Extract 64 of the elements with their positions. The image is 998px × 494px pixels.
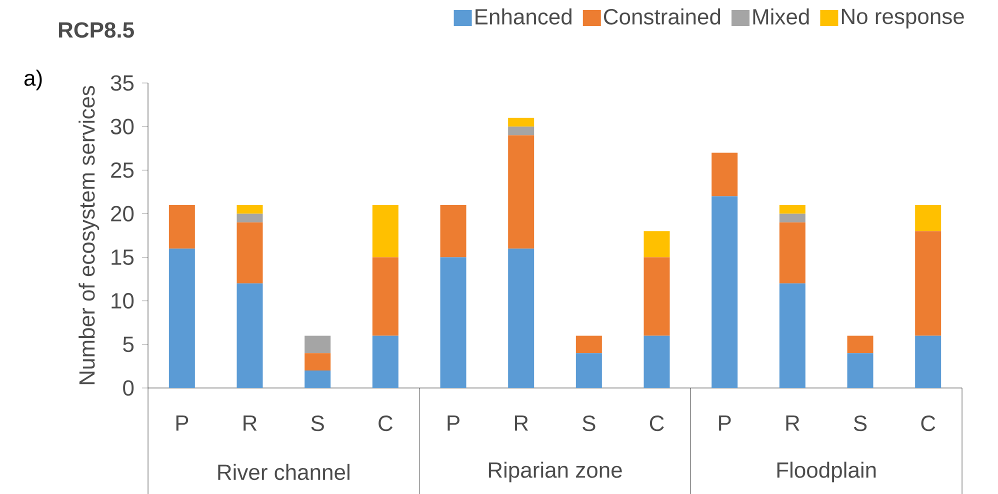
bar bbox=[779, 214, 806, 222]
bar bbox=[847, 353, 874, 388]
bar bbox=[508, 135, 534, 249]
legend-label: No response bbox=[842, 8, 964, 29]
x-tick-label: C bbox=[921, 416, 936, 432]
bar bbox=[304, 370, 331, 388]
text: Riparian zone bbox=[488, 462, 622, 482]
bar bbox=[915, 204, 942, 232]
bar bbox=[576, 353, 602, 388]
legend-label: Constrained bbox=[604, 8, 720, 25]
x-tick-label: S bbox=[854, 416, 867, 432]
bar bbox=[372, 257, 398, 336]
text: Floodplain bbox=[777, 462, 876, 482]
chart-title: RCP8.5 bbox=[59, 22, 134, 38]
bar bbox=[644, 336, 670, 388]
bar bbox=[236, 204, 263, 214]
x-tick-label: C bbox=[378, 416, 393, 432]
x-tick-label: R bbox=[244, 416, 257, 431]
legend-label: Enhanced bbox=[476, 8, 572, 25]
legend-label: Mixed bbox=[753, 8, 809, 25]
bar bbox=[304, 336, 331, 354]
bar bbox=[372, 336, 398, 388]
y-tick-label: 10 bbox=[112, 293, 134, 309]
bar bbox=[236, 222, 263, 284]
y-tick-label: 15 bbox=[112, 250, 134, 265]
bar bbox=[779, 283, 806, 388]
bar bbox=[712, 152, 738, 196]
x-tick-label: S bbox=[311, 416, 324, 432]
y-tick-label: 5 bbox=[123, 336, 134, 352]
y-tick-label: 35 bbox=[110, 75, 134, 91]
y-tick-label: 0 bbox=[123, 380, 134, 396]
x-tick-label: P bbox=[719, 416, 731, 431]
bar bbox=[508, 126, 534, 136]
bar bbox=[372, 204, 398, 258]
y-axis-title: Number of ecosystem services bbox=[78, 86, 100, 384]
bar bbox=[508, 248, 534, 388]
bar bbox=[644, 257, 670, 336]
bar bbox=[236, 214, 263, 222]
x-tick-label: R bbox=[514, 416, 528, 431]
text: River channel bbox=[218, 464, 350, 480]
bar bbox=[576, 336, 602, 354]
bar bbox=[644, 231, 670, 258]
bar bbox=[915, 336, 942, 388]
bar bbox=[847, 336, 874, 354]
x-tick-label: S bbox=[582, 416, 596, 432]
y-tick-label: 25 bbox=[111, 162, 134, 178]
bar bbox=[440, 257, 466, 388]
bar bbox=[508, 118, 534, 127]
bar bbox=[440, 204, 466, 258]
bar bbox=[915, 231, 942, 336]
x-tick-label: C bbox=[650, 416, 664, 432]
y-tick-label: 30 bbox=[110, 118, 134, 134]
text: a) bbox=[24, 70, 42, 90]
bar bbox=[304, 353, 331, 371]
bar bbox=[779, 204, 806, 214]
x-tick-label: P bbox=[448, 416, 460, 431]
bar bbox=[236, 283, 263, 388]
bar bbox=[779, 222, 806, 284]
bar bbox=[168, 204, 195, 249]
x-tick-label: R bbox=[786, 416, 800, 431]
y-tick-label: 20 bbox=[111, 206, 134, 222]
bar bbox=[168, 248, 195, 388]
x-tick-label: P bbox=[176, 416, 188, 431]
bar bbox=[712, 196, 738, 388]
